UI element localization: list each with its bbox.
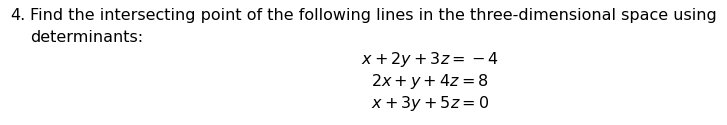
Text: 4.: 4. [10, 8, 25, 23]
Text: $2x + y + 4z = 8$: $2x + y + 4z = 8$ [371, 72, 489, 91]
Text: $x + 3y + 5z = 0$: $x + 3y + 5z = 0$ [371, 94, 489, 113]
Text: determinants:: determinants: [30, 30, 143, 45]
Text: Find the intersecting point of the following lines in the three-dimensional spac: Find the intersecting point of the follo… [30, 8, 717, 23]
Text: $x + 2y + 3z = -4$: $x + 2y + 3z = -4$ [361, 50, 499, 69]
